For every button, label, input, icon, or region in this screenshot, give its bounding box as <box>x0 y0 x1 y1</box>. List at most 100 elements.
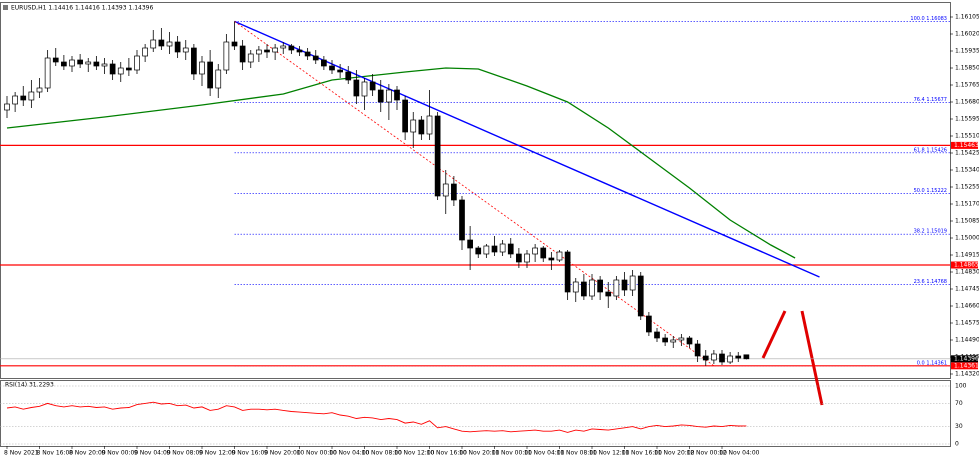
x-tick-label: 8 Nov 16:00 <box>37 450 74 457</box>
y-tick-label: 1.15340 <box>955 167 979 174</box>
candle-body <box>223 41 230 71</box>
y-tick-label: 1.14830 <box>955 269 979 276</box>
candle-body <box>418 119 425 135</box>
y-tick-label: 1.16020 <box>955 31 979 38</box>
y-tick-label: 1.14745 <box>955 286 979 293</box>
fib-label: 61.8 1.15426 <box>914 147 947 153</box>
candle-body <box>686 337 693 345</box>
fib-label: 38.2 1.15019 <box>914 229 947 235</box>
candle-body <box>256 49 262 55</box>
x-tick-label: 9 Nov 08:00 <box>167 450 204 457</box>
candle-body <box>483 245 490 255</box>
fib-label: 0.0 1.14361 <box>917 360 947 366</box>
candle-body <box>727 355 733 363</box>
candle-body <box>69 59 75 67</box>
last-price-tag <box>951 355 978 363</box>
candle-body <box>134 55 140 71</box>
candle-body <box>345 71 352 81</box>
candle-body <box>166 41 173 47</box>
candle-body <box>77 59 83 65</box>
candle-body <box>540 247 547 259</box>
candle-body <box>321 59 327 67</box>
y-tick-label: 1.15510 <box>955 133 979 140</box>
x-tick-label: 11 Nov 08:00 <box>557 450 598 457</box>
candle-body <box>426 115 433 135</box>
candle-body <box>304 51 311 57</box>
y-tick-label: 1.14490 <box>955 337 979 344</box>
rsi-line <box>6 401 747 433</box>
candle-body <box>117 67 124 75</box>
candle-body <box>410 119 417 133</box>
level-tag <box>951 141 978 149</box>
fib-label: 23.6 1.14768 <box>914 279 947 285</box>
rsi-title: RSI(14) 31.2293 <box>5 382 54 389</box>
candle-body <box>694 343 701 357</box>
rsi-tick-label: 30 <box>955 423 963 430</box>
candle-body <box>52 57 59 63</box>
candle-body <box>743 354 750 360</box>
candle-body <box>467 239 473 249</box>
candle-body <box>597 279 603 293</box>
candle-body <box>377 89 384 103</box>
y-tick-label: 1.14575 <box>955 320 979 327</box>
candle-body <box>142 47 148 57</box>
level-tag-label: 1.14361 <box>954 362 979 369</box>
candle-body <box>662 337 668 343</box>
arrow-annotation <box>761 310 787 359</box>
candle-body <box>93 61 100 67</box>
fib-label: 50.0 1.15222 <box>914 188 947 194</box>
candle-body <box>532 247 538 255</box>
candle-body <box>353 79 360 97</box>
symbol-icon <box>3 5 8 10</box>
x-tick-label: 10 Nov 16:00 <box>427 450 468 457</box>
x-tick-label: 12 Nov 00:00 <box>687 450 728 457</box>
fib-label: 100.0 1.16083 <box>910 16 947 22</box>
candle-body <box>191 47 197 75</box>
candle-body <box>572 281 579 293</box>
candle-body <box>12 95 18 105</box>
candle-body <box>678 337 685 341</box>
candle-body <box>548 257 555 261</box>
candle-body <box>654 331 660 339</box>
x-tick-label: 9 Nov 16:00 <box>232 450 269 457</box>
candle-body <box>516 253 522 263</box>
y-tick-label: 1.15085 <box>955 218 979 225</box>
x-tick-label: 10 Nov 00:00 <box>297 450 338 457</box>
candle-body <box>4 103 10 111</box>
fib-label: 76.4 1.15677 <box>914 97 947 103</box>
candle-body <box>605 291 612 297</box>
candle-body <box>361 81 368 97</box>
candle-body <box>61 61 67 67</box>
candle-body <box>174 41 181 53</box>
candle-body <box>475 247 482 255</box>
level-tag-label: 1.15463 <box>954 142 979 149</box>
y-tick-label: 1.15000 <box>955 235 979 242</box>
candle-body <box>589 279 595 297</box>
y-tick-label: 1.14320 <box>955 371 979 378</box>
candle-body <box>28 91 35 101</box>
candle-body <box>329 65 335 71</box>
candle-body <box>564 251 571 293</box>
x-tick-label: 11 Nov 16:00 <box>622 450 663 457</box>
candle-body <box>646 315 652 333</box>
rsi-tick-label: 0 <box>955 441 959 448</box>
candle-body <box>239 45 246 63</box>
candle-body <box>581 281 587 297</box>
candle-body <box>272 47 278 53</box>
x-tick-label: 9 Nov 04:00 <box>134 450 171 457</box>
candle-body <box>312 55 319 61</box>
candle-body <box>182 47 189 53</box>
candle-body <box>442 183 449 197</box>
candle-body <box>231 41 238 47</box>
candle-body <box>247 53 254 63</box>
x-tick-label: 10 Nov 04:00 <box>329 450 370 457</box>
candle-body <box>556 251 563 261</box>
candle-body <box>459 199 465 241</box>
y-tick-label: 1.15765 <box>955 82 979 89</box>
level-tag <box>951 362 978 370</box>
candle-body <box>101 63 108 67</box>
candle-body <box>499 243 506 253</box>
candle-body <box>280 45 287 49</box>
